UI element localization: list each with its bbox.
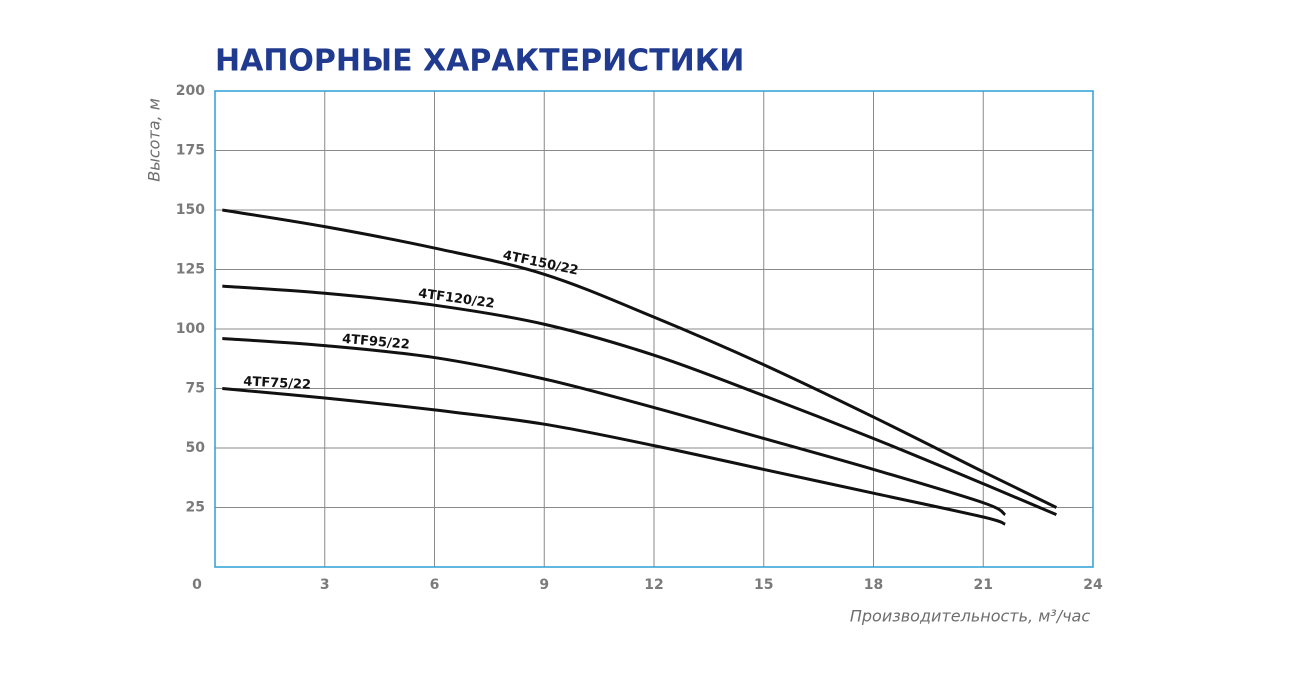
y-tick-label: 150 [176,202,205,218]
curve [222,208,1058,509]
curve-label: 4TF95/22 [342,332,411,353]
x-tick-label: 0 [192,577,202,593]
x-axis-label: Производительность, м³/час [850,607,1090,626]
y-axis-label: Высота, м [145,98,164,182]
y-tick-label: 200 [176,83,205,99]
x-tick-label: 18 [864,577,883,593]
x-tick-label: 21 [974,577,993,593]
y-tick-label: 175 [176,143,205,159]
x-tick-label: 9 [539,577,549,593]
x-tick-label: 15 [754,577,773,593]
curve-label: 4TF75/22 [243,374,311,393]
chart-title: НАПОРНЫЕ ХАРАКТЕРИСТИКИ [215,44,744,79]
x-tick-label: 24 [1083,577,1103,593]
x-tick-label: 12 [644,577,663,593]
curve [222,387,1006,526]
y-tick-label: 125 [176,262,205,278]
plot-frame [214,90,1094,568]
x-tick-label: 6 [430,577,440,593]
y-tick-label: 50 [186,440,206,456]
curve [222,337,1007,516]
y-tick-label: 25 [186,500,205,516]
y-tick-label: 100 [176,321,205,337]
curve [222,284,1058,517]
y-tick-label: 75 [186,381,205,397]
x-tick-label: 3 [320,577,330,593]
